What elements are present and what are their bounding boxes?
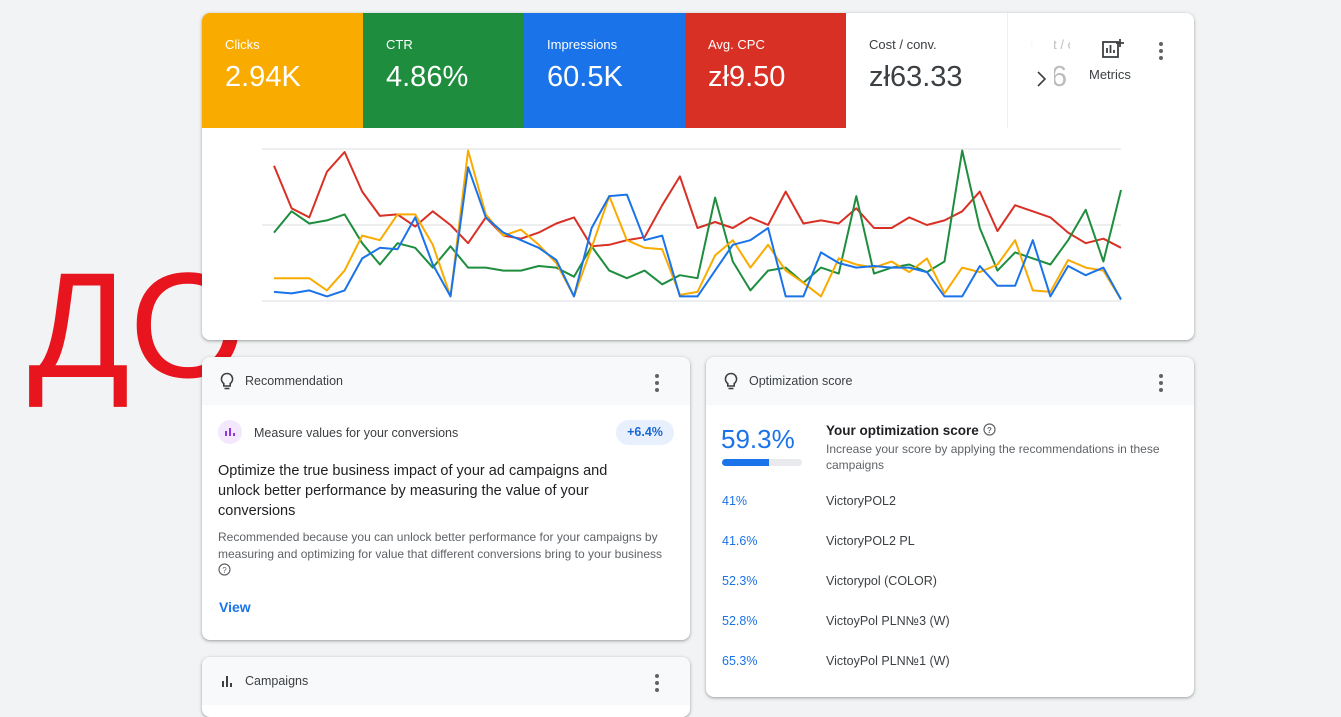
series-line [274, 149, 1122, 301]
series-line [273, 151, 1122, 249]
campaign-row[interactable]: 65.3% VictoyPol PLN№1 (W) [706, 641, 1194, 681]
campaign-score: 41.6% [722, 534, 758, 548]
metric-label: Avg. CPC [708, 37, 765, 52]
metric-label: CTR [386, 37, 413, 52]
campaign-name: VictoryPOL2 PL [826, 534, 915, 548]
series-line [273, 149, 1122, 292]
metrics-label: Metrics [1089, 67, 1131, 82]
item-title: Measure values for your conversions [254, 426, 459, 440]
svg-text:?: ? [987, 426, 992, 435]
campaign-row[interactable]: 41% VictoryPOL2 [706, 481, 1194, 521]
campaign-name: VictoryPOL2 [826, 494, 896, 508]
campaign-score: 65.3% [722, 654, 758, 668]
help-icon[interactable]: ? [982, 423, 996, 436]
page: ДО Clicks 2.94K CTR 4.86% Impressions 60.5K Av… [28, 13, 1194, 717]
card-title: Campaigns [245, 674, 309, 688]
more-menu[interactable] [1159, 42, 1163, 63]
campaigns-card: Campaigns [202, 657, 690, 717]
metric-label: Impressions [547, 37, 618, 52]
more-menu[interactable] [655, 374, 659, 395]
campaign-score: 52.8% [722, 614, 758, 628]
bulb-icon [220, 372, 234, 390]
score-track [722, 459, 802, 466]
score-heading-text: Your optimization score [826, 423, 979, 438]
campaign-name: VictoyPol PLN№3 (W) [826, 614, 950, 628]
optimization-card: Optimization score 59.3% Your optimizati… [706, 357, 1194, 697]
recommendation-card: Recommendation Measure values for your c… [202, 357, 690, 640]
score-description: Increase your score by applying the reco… [826, 442, 1160, 472]
headline: Optimize the true business impact of you… [218, 463, 608, 519]
view-link[interactable]: View [219, 599, 251, 615]
uplift-chip: +6.4% [616, 420, 674, 445]
metric-value: 4.86% [386, 61, 469, 93]
card-title: Optimization score [749, 374, 853, 388]
campaign-name: Victorypol (COLOR) [826, 574, 937, 588]
metric-value: 60.5K [547, 61, 623, 93]
campaign-score: 41% [722, 494, 748, 508]
series-line [273, 166, 1122, 300]
campaign-row[interactable]: 41.6% VictoryPOL2 PL [706, 521, 1194, 561]
performance-card: Clicks 2.94K CTR 4.86% Impressions 60.5K Avg. … [202, 13, 1194, 340]
score: 59.3% [721, 424, 795, 454]
metric-value: zł9.50 [708, 61, 786, 93]
campaign-row[interactable]: 52.3% Victorypol (COLOR) [706, 561, 1194, 601]
score-heading: Your optimization score ? [826, 423, 996, 438]
metric-tile[interactable]: Avg. CPC zł9.50 [685, 13, 846, 128]
help-icon[interactable]: ? [218, 563, 231, 576]
card-header: Recommendation [202, 357, 690, 405]
svg-text:?: ? [222, 566, 227, 575]
metric-value: 2.94K [225, 61, 301, 93]
metrics-button[interactable]: Metrics [1070, 13, 1194, 128]
scroll-right[interactable] [1035, 71, 1049, 87]
campaign-name: VictoyPol PLN№1 (W) [826, 654, 950, 668]
metric-tile[interactable]: Clicks 2.94K [202, 13, 363, 128]
metric-label: Clicks [225, 37, 260, 52]
campaigns-icon [222, 676, 232, 687]
item-icon [218, 420, 242, 444]
metric-label: Cost / conv. [869, 37, 937, 52]
bulb-icon [724, 372, 738, 390]
card-title: Recommendation [245, 374, 343, 388]
more-menu[interactable] [655, 674, 659, 695]
metric-value: zł63.33 [869, 61, 963, 93]
metric-tile[interactable]: Cost / conv. zł63.33 [846, 13, 1008, 128]
card-header: Optimization score [706, 357, 1194, 405]
reason-text: Recommended because you can unlock bette… [218, 530, 663, 561]
campaign-score: 52.3% [722, 574, 758, 588]
score-bar [722, 459, 770, 466]
metrics-icon [1102, 39, 1124, 58]
campaign-row[interactable]: 52.8% VictoyPol PLN№3 (W) [706, 601, 1194, 641]
chart [262, 148, 1122, 302]
metric-tile[interactable]: CTR 4.86% [363, 13, 524, 128]
reason: Recommended because you can unlock bette… [218, 529, 673, 579]
card-header: Campaigns [202, 657, 690, 705]
more-menu[interactable] [1159, 374, 1163, 395]
metric-tile[interactable]: Impressions 60.5K [524, 13, 685, 128]
scroll-fade [1006, 13, 1054, 128]
